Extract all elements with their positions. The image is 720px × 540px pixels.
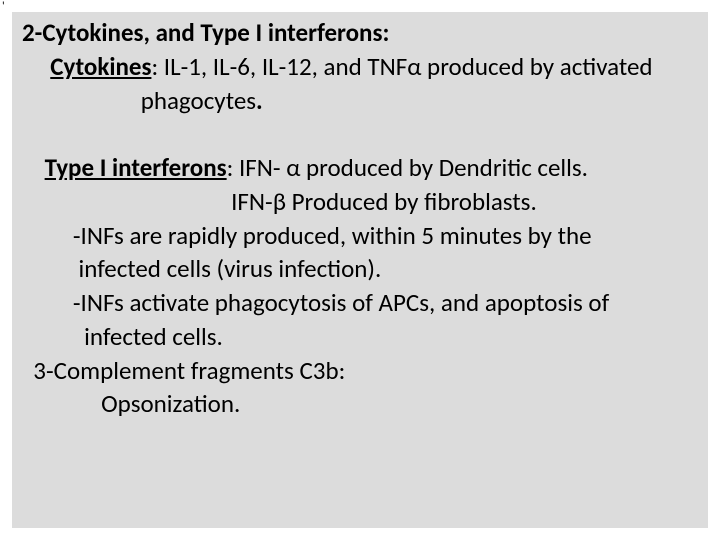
subhead-cytokines: Cytokines: [50, 51, 151, 82]
text-line: 3-Complement fragments C3b:: [22, 354, 698, 388]
text-line: Type I interferons: IFN- α produced by D…: [22, 151, 698, 185]
blank-line: [22, 117, 698, 151]
body-text: .: [256, 85, 263, 116]
body-text: : IL-1, IL-6, IL-12, and TNFα produced b…: [151, 51, 652, 82]
text-line: IFN-β Produced by fibroblasts.: [22, 185, 698, 219]
text-line: infected cells (virus infection).: [22, 252, 698, 286]
text-line: -INFs activate phagocytosis of APCs, and…: [22, 286, 698, 320]
slide: ' 2-Cytokines, and Type I interferons: C…: [0, 0, 720, 540]
text-line: Opsonization.: [22, 387, 698, 421]
content-box: 2-Cytokines, and Type I interferons: Cyt…: [12, 12, 708, 528]
text-line: Cytokines: IL-1, IL-6, IL-12, and TNFα p…: [22, 50, 698, 84]
subhead-interferons: Type I interferons: [45, 152, 227, 183]
text-line: -INFs are rapidly produced, within 5 min…: [22, 219, 698, 253]
text-line: phagocytes.: [22, 84, 698, 118]
corner-mark: ': [2, 0, 5, 14]
indent: [22, 152, 45, 183]
body-text: : IFN- α produced by Dendritic cells.: [227, 152, 588, 183]
text-line: 2-Cytokines, and Type I interferons:: [22, 16, 698, 50]
body-text: phagocytes: [22, 85, 256, 116]
indent: [22, 51, 50, 82]
text-line: infected cells.: [22, 320, 698, 354]
heading-cytokines: 2-Cytokines, and Type I interferons:: [22, 17, 389, 48]
